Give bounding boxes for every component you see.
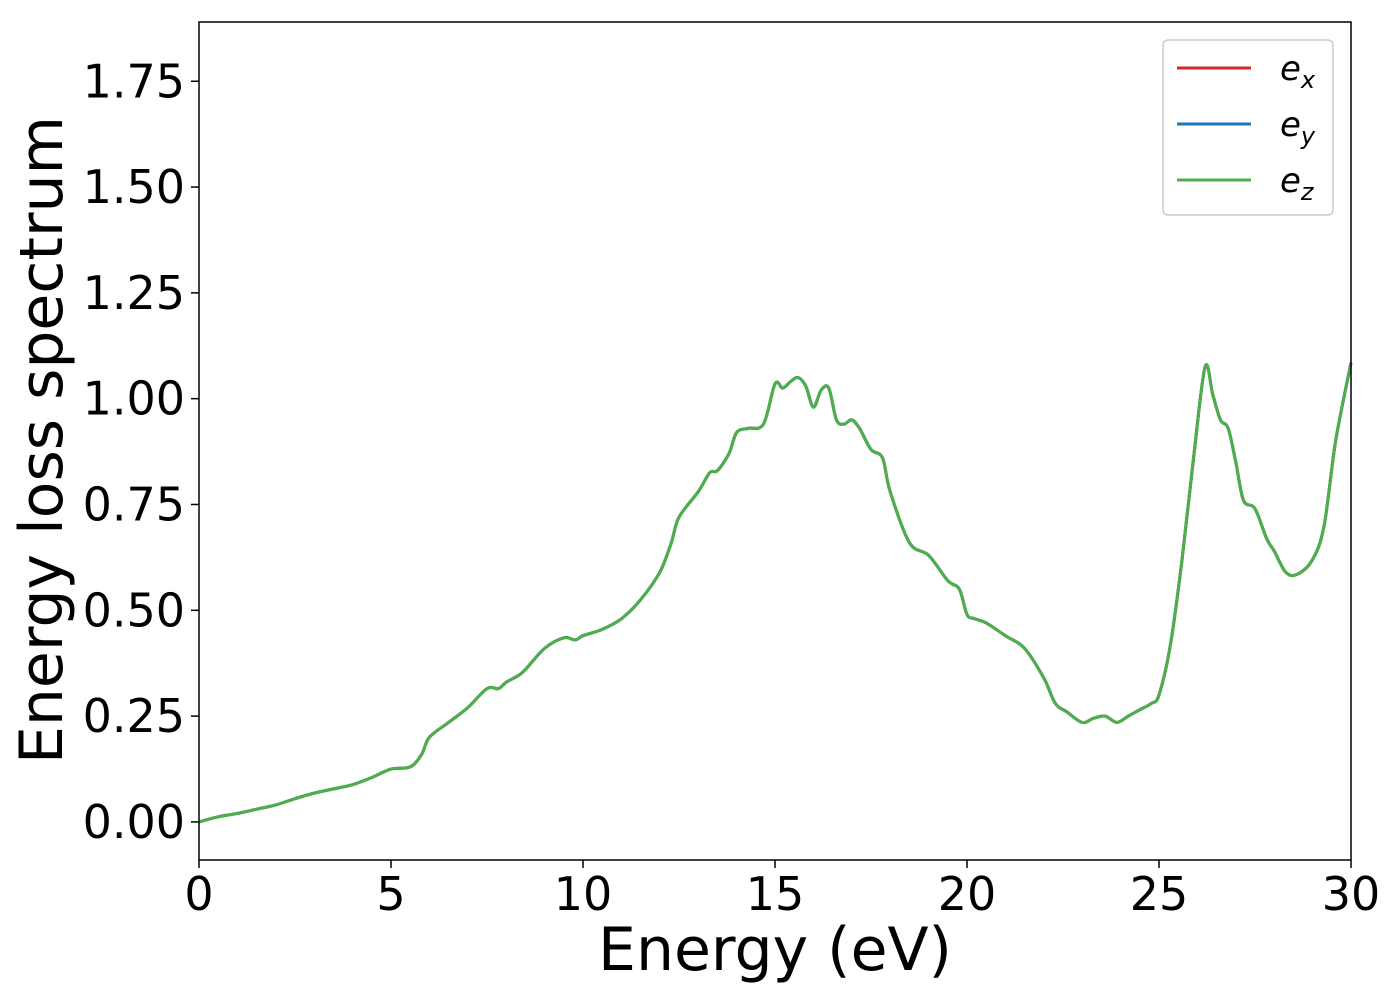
x-tick-label: 15	[746, 867, 805, 921]
y-tick-label: 1.00	[83, 372, 185, 426]
y-tick-label: 1.75	[83, 54, 185, 108]
legend-label-x: ex	[1280, 49, 1316, 94]
x-tick-label: 20	[938, 867, 997, 921]
x-axis-label: Energy (eV)	[598, 915, 952, 985]
legend: ex ey ez	[1162, 39, 1334, 216]
x-tick-label: 25	[1130, 867, 1189, 921]
y-tick-label: 1.50	[83, 160, 185, 214]
y-axis-label: Energy loss spectrum	[7, 116, 77, 764]
y-tick-label: 1.25	[83, 266, 185, 320]
legend-box	[1162, 39, 1334, 216]
y-tick-label: 0.25	[83, 689, 185, 743]
legend-label-z: ez	[1280, 161, 1315, 206]
y-tick-label: 0.50	[83, 583, 185, 637]
plot-area	[198, 21, 1353, 861]
legend-label-y: ey	[1280, 105, 1316, 150]
series-line-z	[198, 362, 1353, 824]
x-axis-ticks: 0 5 10 15 20 25 30	[184, 860, 1380, 921]
y-tick-label: 0.00	[83, 795, 185, 849]
x-tick-label: 10	[554, 867, 613, 921]
x-tick-label: 0	[184, 867, 213, 921]
y-tick-label: 0.75	[83, 477, 185, 531]
x-tick-label: 5	[376, 867, 405, 921]
y-axis-ticks: 0.00 0.25 0.50 0.75 1.00 1.25 1.50 1.75	[83, 54, 199, 849]
x-tick-label: 30	[1322, 867, 1381, 921]
